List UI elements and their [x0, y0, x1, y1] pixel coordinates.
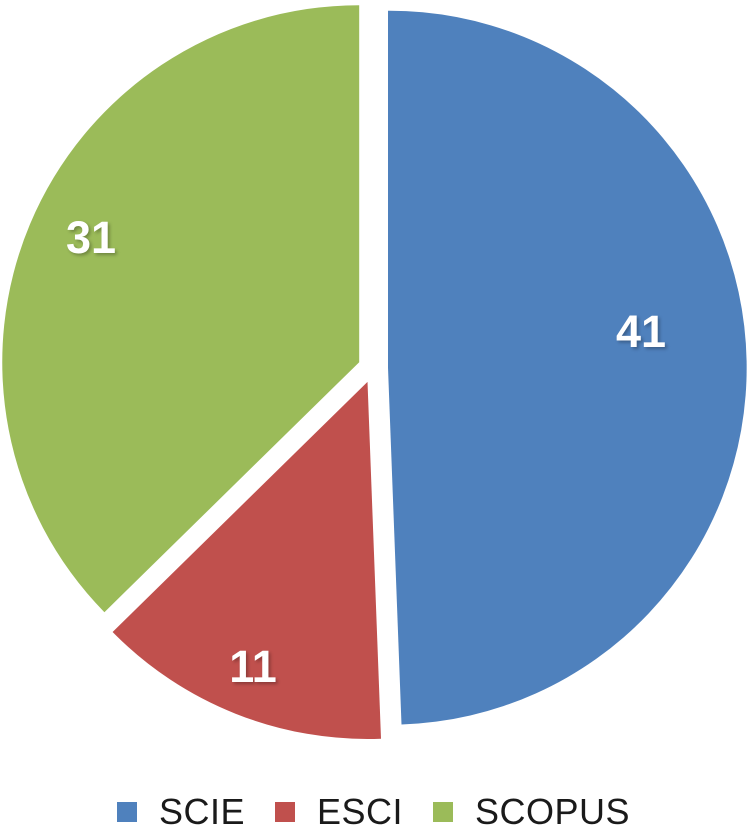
chart-legend: SCIE ESCI SCOPUS — [0, 756, 747, 834]
pie-label-scie: 41 — [616, 306, 666, 357]
legend-swatch-esci-icon — [274, 802, 295, 822]
legend-swatch-scopus-icon — [433, 802, 453, 822]
legend-label-esci: ESCI — [316, 791, 403, 833]
pie-slice-scopus — [2, 5, 360, 613]
legend-label-scopus: SCOPUS — [475, 791, 631, 833]
legend-item-scopus: SCOPUS — [433, 792, 630, 832]
pie-label-esci: 11 — [229, 641, 277, 692]
legend-item-scie: SCIE — [116, 791, 245, 833]
pie-slice-esci — [112, 381, 381, 739]
legend-item-esci: ESCI — [274, 791, 403, 833]
legend-label-scie: SCIE — [158, 791, 245, 833]
pie-chart: 41 11 31 — [2, 5, 747, 739]
pie-slice-scie — [388, 10, 747, 725]
legend-swatch-scie-icon — [116, 802, 137, 822]
pie-label-scopus: 31 — [66, 212, 116, 263]
